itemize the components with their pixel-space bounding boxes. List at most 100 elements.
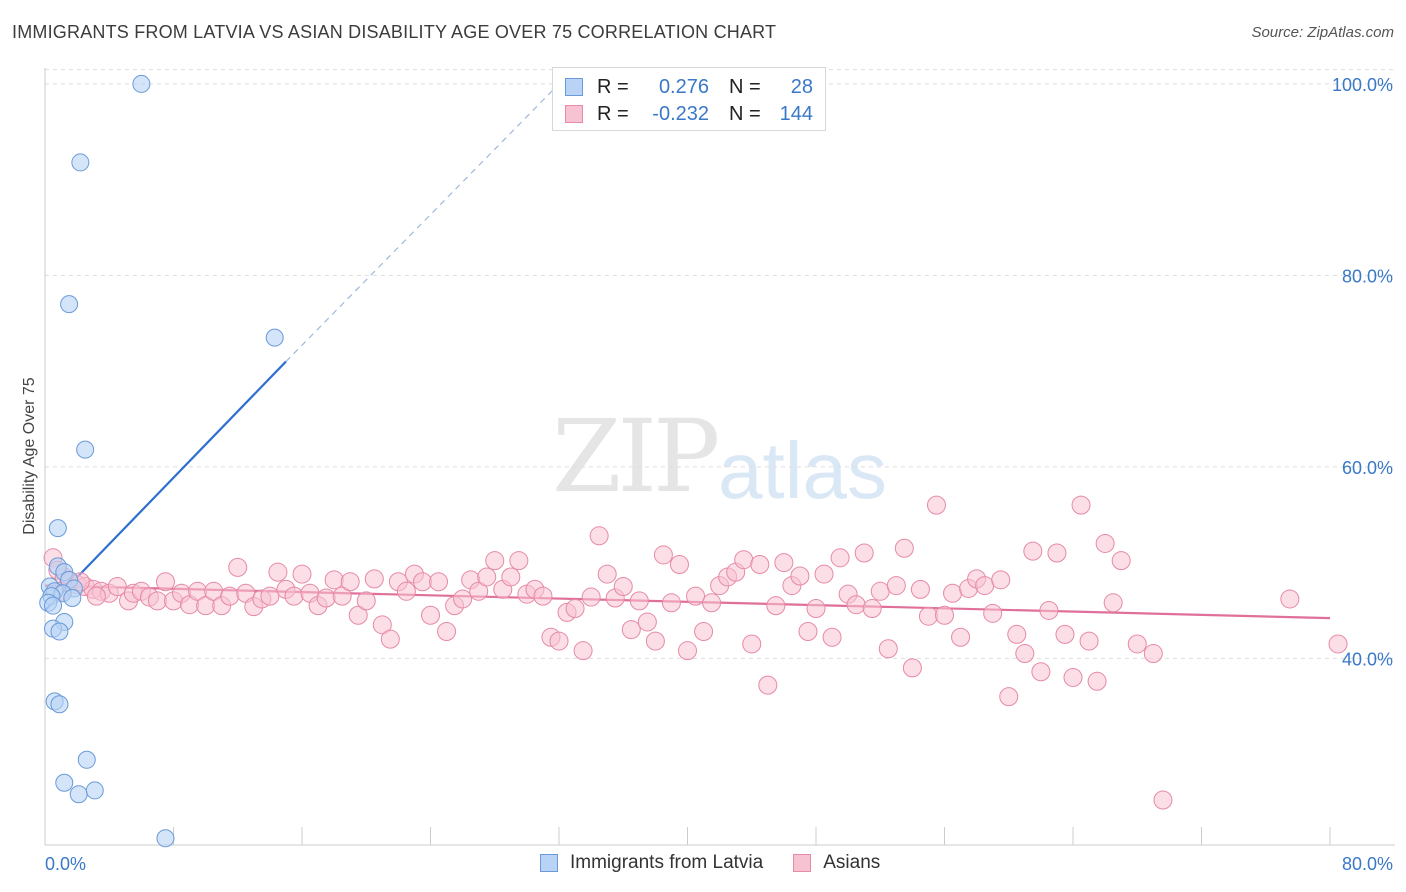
asians-point [549, 631, 569, 651]
asians-point [485, 551, 505, 571]
r-label: R = [597, 75, 629, 98]
y-axis-label: Disability Age Over 75 [21, 377, 38, 535]
asians-point [951, 627, 971, 647]
asians-point [429, 572, 449, 592]
asians-point [846, 595, 866, 615]
latvia-point [63, 589, 82, 608]
asians-point [1031, 662, 1051, 682]
asians-point [1015, 644, 1035, 664]
y-tick-label: 100.0% [1332, 75, 1393, 95]
asians-point [975, 576, 995, 596]
asians-point [926, 495, 946, 515]
asians-point [694, 622, 714, 642]
latvia-point [156, 829, 175, 848]
asians-point [228, 557, 248, 577]
asians-point [1127, 634, 1147, 654]
latvia-point [71, 153, 90, 172]
legend-item-latvia[interactable]: Immigrants from Latvia [540, 852, 763, 874]
asians-point [822, 627, 842, 647]
asians-point [1153, 790, 1173, 810]
asians-legend-label: Asians [823, 852, 881, 873]
asians-point [260, 586, 280, 606]
y-tick-label: 80.0% [1342, 266, 1393, 286]
latvia-point [77, 750, 96, 769]
asians-point [1087, 671, 1107, 691]
asians-point [935, 605, 954, 625]
asians-point [380, 629, 400, 649]
asians-point [501, 567, 521, 587]
latvia-point [44, 596, 63, 615]
asians-point [798, 622, 818, 642]
watermark-zip: ZIP [552, 398, 720, 515]
n-value: 28 [790, 75, 813, 98]
latvia-swatch [565, 78, 583, 96]
asians-point [284, 586, 304, 606]
asians-point [372, 615, 392, 635]
asians-point [147, 591, 167, 611]
asians-point [750, 555, 770, 575]
asians-point [155, 572, 175, 592]
latvia-point [55, 773, 74, 792]
latvia-point [60, 295, 79, 314]
asians-point [702, 593, 722, 613]
asians-point [661, 593, 681, 613]
asians-point [107, 577, 127, 597]
asians-point [1143, 644, 1163, 664]
asians-point [790, 566, 810, 586]
asians-point [292, 564, 312, 584]
r-label: R = [597, 102, 629, 125]
asians-point [1280, 589, 1300, 609]
x-tick-label-max: 80.0% [1342, 854, 1393, 874]
asians-point [653, 545, 673, 565]
asians-point [1103, 593, 1123, 613]
source-credit: Source: ZipAtlas.com [1251, 24, 1394, 41]
asians-point [621, 620, 641, 640]
asians-swatch [565, 105, 583, 123]
asians-point [1095, 533, 1115, 553]
asians-point [421, 605, 440, 625]
asians-point [268, 562, 288, 582]
latvia-point [50, 695, 69, 714]
asians-point [597, 564, 617, 584]
asians-point [1328, 634, 1348, 654]
asians-point [86, 586, 106, 606]
latvia-point [265, 328, 284, 347]
asians-point [983, 603, 1003, 623]
asians-point [886, 576, 906, 596]
asians-point [991, 570, 1011, 590]
asians-point [316, 588, 336, 608]
asians-point [862, 599, 882, 619]
asians-point [999, 687, 1019, 707]
x-tick-label-min: 0.0% [45, 854, 86, 874]
y-tick-label: 60.0% [1342, 458, 1393, 478]
asians-point [573, 641, 593, 661]
asians-point [774, 553, 794, 573]
asians-point [589, 526, 609, 546]
latvia-point [132, 74, 151, 93]
asians-point [669, 555, 689, 575]
asians-point [629, 591, 649, 611]
asians-point [613, 577, 633, 597]
asians-point [678, 641, 697, 661]
latvia-point [50, 622, 69, 641]
asians-point [830, 548, 850, 568]
latvia-trend-line [44, 360, 287, 612]
correlation-legend: R = 0.276 N = 28 R = -0.232 N = 144 [552, 67, 826, 131]
legend-row-latvia: R = 0.276 N = 28 [565, 74, 813, 100]
latvia-legend-swatch [540, 854, 558, 872]
axes [44, 68, 1395, 846]
asians-point [645, 631, 665, 651]
asians-point [1079, 631, 1099, 651]
latvia-point [76, 440, 95, 459]
legend-item-asians[interactable]: Asians [793, 852, 880, 874]
latvia-point [85, 781, 104, 800]
asians-point [581, 587, 601, 607]
asians-point [806, 599, 826, 619]
asians-point [734, 550, 754, 570]
asians-point [1007, 624, 1027, 644]
asians-point [324, 570, 344, 590]
asians-point [918, 606, 938, 626]
legend-row-asians: R = -0.232 N = 144 [565, 101, 813, 127]
asians-point [509, 551, 529, 571]
asians-point [1111, 551, 1131, 571]
